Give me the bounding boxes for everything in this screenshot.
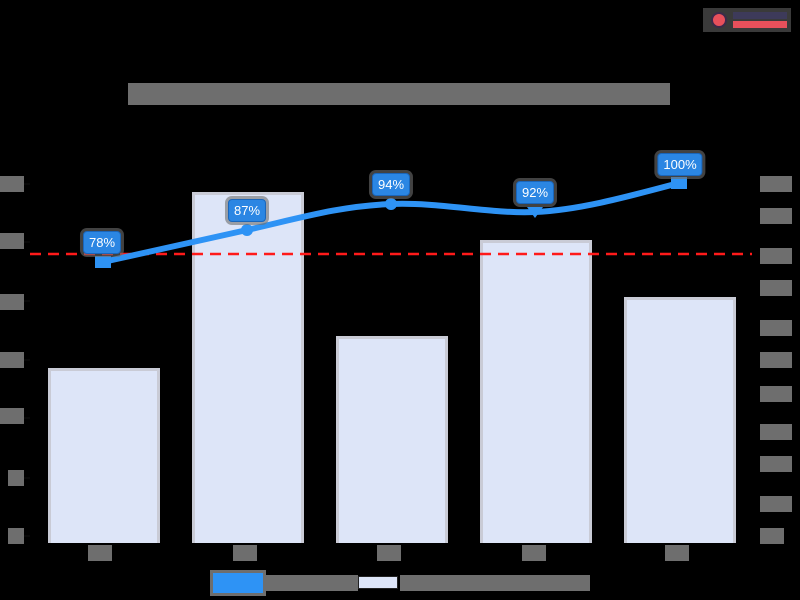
bar-1[interactable]: [48, 368, 160, 543]
left-axis-tick: [0, 408, 24, 424]
bar-3[interactable]: [336, 336, 448, 543]
right-axis-tick: [760, 176, 792, 192]
logo-text-bottom: [733, 21, 787, 28]
bar-4[interactable]: [480, 240, 592, 543]
left-axis-tick: [8, 528, 24, 544]
x-axis-label: [522, 545, 546, 561]
right-axis-tick: [760, 386, 792, 402]
logo-text-top: [733, 12, 787, 19]
right-axis-tick: [760, 208, 792, 224]
legend-swatch-bar[interactable]: [358, 576, 398, 589]
legend-swatch-line[interactable]: [210, 570, 266, 596]
x-axis-label: [665, 545, 689, 561]
legend-label-line[interactable]: [265, 575, 358, 591]
right-axis-tick: [760, 424, 792, 440]
line-markers: [95, 177, 687, 268]
chart-title: [128, 83, 670, 105]
data-label: 94%: [371, 173, 411, 196]
left-axis-ticks: [24, 183, 30, 537]
bar-5[interactable]: [624, 297, 736, 543]
legend-label-bar[interactable]: [400, 575, 590, 591]
logo-circle-icon: [711, 12, 727, 28]
right-axis-tick: [760, 280, 792, 296]
line-marker[interactable]: [241, 224, 253, 236]
line-marker[interactable]: [95, 256, 111, 268]
line-marker[interactable]: [385, 198, 397, 210]
right-axis-tick: [760, 248, 792, 264]
line-marker[interactable]: [671, 177, 687, 189]
left-axis-tick: [0, 352, 24, 368]
data-label: 87%: [227, 199, 267, 222]
left-axis-tick: [0, 176, 24, 192]
left-axis-tick: [0, 294, 24, 310]
data-label: 92%: [515, 181, 555, 204]
left-axis-tick: [8, 470, 24, 486]
x-axis-label: [233, 545, 257, 561]
left-axis-tick: [0, 233, 24, 249]
right-axis-tick: [760, 496, 792, 512]
right-axis-tick: [760, 320, 792, 336]
data-label: 78%: [82, 231, 122, 254]
bar-2[interactable]: [192, 192, 304, 543]
data-label: 100%: [657, 153, 703, 176]
x-axis-label: [88, 545, 112, 561]
line-marker[interactable]: [527, 207, 543, 218]
brand-logo: [703, 8, 791, 32]
right-axis-tick: [760, 528, 784, 544]
x-axis-label: [377, 545, 401, 561]
right-axis-tick: [760, 456, 792, 472]
right-axis-tick: [760, 352, 792, 368]
